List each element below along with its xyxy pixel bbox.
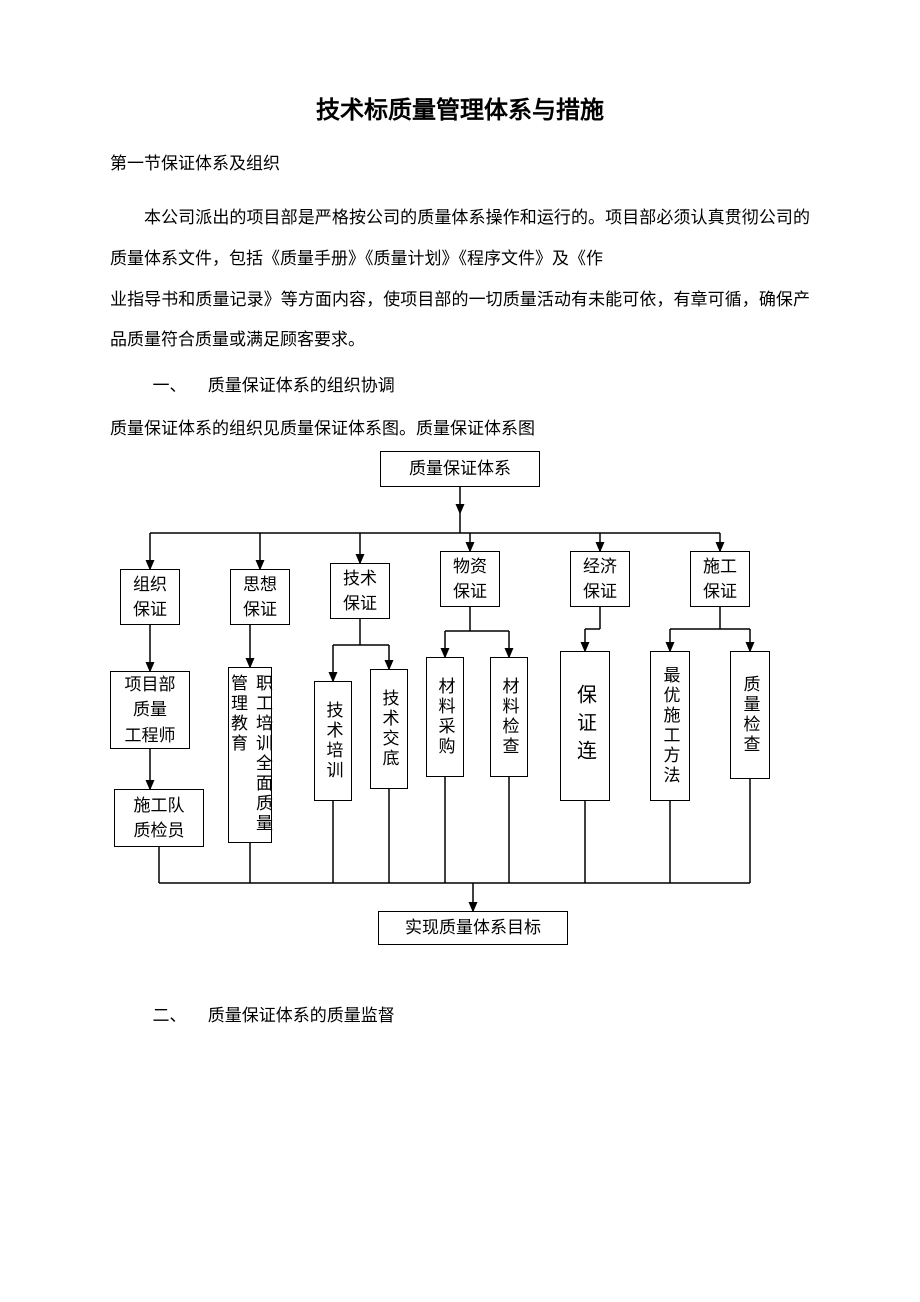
list-item-2: 二、 质量保证体系的质量监督 <box>110 1001 810 1026</box>
flowchart-node-econ: 经济保证 <box>570 551 630 607</box>
flowchart-node-ttrain: 技术培训 <box>314 681 352 801</box>
paragraph-2: 业指导书和质量记录》等方面内容，使项目部的一切质量活动有未能可依，有章可循，确保… <box>110 280 810 362</box>
flowchart-node-mpurch: 材料采购 <box>426 657 464 777</box>
flowchart-node-root: 质量保证体系 <box>380 451 540 487</box>
flowchart-node-best: 最优施工方法 <box>650 651 690 801</box>
flowchart-node-thought: 思想保证 <box>230 569 290 625</box>
chart-caption: 质量保证体系的组织见质量保证体系图。质量保证体系图 <box>110 414 810 439</box>
flowchart-node-cons: 施工保证 <box>690 551 750 607</box>
flowchart-node-tech: 技术保证 <box>330 563 390 619</box>
quality-assurance-flowchart: 质量保证体系组织保证思想保证技术保证物资保证 经济保证 施工保证项目部质量工程师职工… <box>100 451 820 971</box>
flowchart-node-goal: 实现质量体系目标 <box>378 911 568 945</box>
flowchart-node-tdisc: 技术交底 <box>370 669 408 789</box>
flowchart-node-train: 职工培训全面质量管理教育 <box>228 667 272 843</box>
page-title: 技术标质量管理体系与措施 <box>110 90 810 125</box>
paragraph-1: 本公司派出的项目部是严格按公司的质量体系操作和运行的。项目部必须认真贯彻公司的质… <box>110 198 810 280</box>
flowchart-node-org: 组织保证 <box>120 569 180 625</box>
list-item-1: 一、 质量保证体系的组织协调 <box>110 371 810 396</box>
flowchart-node-matg: 物资保证 <box>440 551 500 607</box>
flowchart-node-inspector: 施工队质检员 <box>114 789 204 847</box>
flowchart-node-pmqe: 项目部质量工程师 <box>110 671 190 749</box>
flowchart-node-bzlian: 保证连 <box>560 651 610 801</box>
list-item-2-number: 二、 <box>153 1001 204 1026</box>
flowchart-node-mcheck: 材料检查 <box>490 657 528 777</box>
flowchart-node-qcheck: 质量检查 <box>730 651 770 779</box>
list-item-1-text: 质量保证体系的组织协调 <box>208 376 395 395</box>
section-1-heading: 第一节保证体系及组织 <box>110 149 810 174</box>
list-item-2-text: 质量保证体系的质量监督 <box>208 1006 395 1025</box>
list-item-1-number: 一、 <box>153 371 204 396</box>
